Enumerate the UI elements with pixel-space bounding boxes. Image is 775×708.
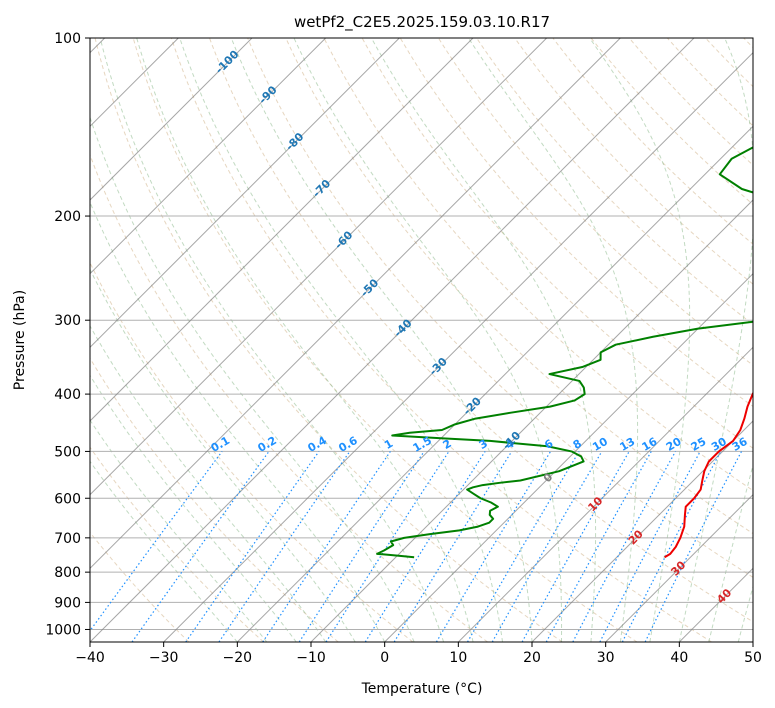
dry-adiabat	[552, 38, 753, 245]
dry-adiabat	[90, 357, 339, 642]
mixing-ratio-line	[491, 451, 603, 642]
isotherm	[90, 38, 327, 275]
y-tick-label: 300	[54, 313, 81, 329]
mixing-ratio-line	[325, 451, 450, 642]
mixing-ratio-line	[364, 451, 486, 642]
x-tick-label: −10	[296, 650, 326, 666]
chart-title: wetPf2_C2E5.2025.159.03.10.R17	[294, 13, 550, 32]
dry-adiabat	[514, 38, 753, 285]
mixing-ratio-line	[90, 451, 223, 632]
moist-adiabats	[90, 38, 753, 642]
moist-adiabat	[370, 38, 597, 642]
isotherm	[310, 199, 753, 642]
moist-adiabat	[230, 38, 533, 642]
isotherm	[457, 346, 753, 642]
x-tick-label: 40	[670, 650, 688, 666]
y-tick-label: 100	[54, 31, 81, 47]
isotherm	[90, 38, 621, 570]
dry-adiabat	[323, 38, 753, 492]
y-tick-label: 800	[54, 565, 81, 581]
moist-adiabat	[90, 324, 327, 642]
moist-adiabat	[90, 201, 386, 642]
y-tick-label: 400	[54, 387, 81, 403]
dry-adiabat	[628, 38, 753, 166]
isotherm	[90, 38, 253, 201]
dry-adiabat	[438, 38, 753, 366]
mixing-ratio-lines	[90, 451, 743, 642]
y-axis: 100 200 300 400 500 600 700 800 900 1000	[45, 31, 90, 638]
mixing-ratio-line	[572, 451, 677, 642]
x-tick-label: −40	[75, 650, 105, 666]
mixing-ratio-line	[435, 451, 552, 642]
moist-adiabat	[737, 584, 753, 642]
y-tick-label: 200	[54, 209, 81, 225]
x-tick-label: 0	[380, 650, 389, 666]
temperature-line	[664, 391, 753, 559]
x-tick-label: 20	[523, 650, 541, 666]
isotherm	[90, 38, 548, 496]
y-tick-label: 900	[54, 595, 81, 611]
isotherm	[605, 493, 753, 642]
moist-adiabat	[99, 38, 445, 642]
moist-adiabat	[589, 38, 691, 642]
moist-adiabat	[708, 463, 753, 642]
dry-adiabat	[90, 531, 190, 642]
x-tick-label: 50	[744, 650, 762, 666]
isotherm	[90, 38, 695, 642]
mixing-ratio-line	[545, 451, 652, 642]
moist-adiabat	[468, 38, 639, 642]
mixing-ratio-line	[218, 451, 351, 642]
y-tick-label: 600	[54, 491, 81, 507]
moist-adiabat	[90, 268, 356, 642]
y-axis-label: Pressure (hPa)	[12, 290, 28, 390]
isotherm	[384, 272, 753, 642]
dewpoint-line	[376, 146, 753, 559]
y-tick-label: 700	[54, 531, 81, 547]
mixing-ratio-line	[131, 451, 270, 642]
y-tick-label: 500	[54, 444, 81, 460]
x-tick-label: −20	[223, 650, 253, 666]
moist-adiabat	[678, 38, 753, 642]
isotherm	[531, 420, 753, 642]
moist-adiabat	[179, 38, 504, 642]
moist-adiabat	[136, 38, 474, 642]
isotherm	[163, 51, 753, 642]
x-axis: −40 −30 −20 −10 0 10 20 30 40 50	[75, 642, 762, 666]
skewed-isotherms	[90, 38, 753, 642]
sounding-profiles	[376, 146, 753, 559]
pressure-gridlines	[90, 38, 753, 630]
isotherm	[236, 125, 753, 642]
dry-adiabat	[247, 38, 753, 578]
plot-frame	[89, 37, 754, 643]
dry-adiabat	[90, 261, 414, 642]
dry-adiabat	[399, 38, 753, 408]
isotherm	[90, 38, 400, 349]
dry-adiabat	[94, 38, 563, 642]
dry-adiabat	[132, 38, 638, 642]
x-tick-label: 30	[597, 650, 615, 666]
dry-adiabat	[170, 38, 712, 642]
dry-adiabat	[90, 446, 264, 642]
x-axis-label: Temperature (°C)	[361, 681, 483, 697]
mixing-ratio-line	[521, 451, 630, 642]
x-tick-label: 10	[449, 650, 467, 666]
dry-adiabat	[590, 38, 753, 206]
mixing-ratio-line	[393, 451, 513, 642]
mixing-ratio-line	[466, 451, 580, 642]
isotherm	[90, 38, 474, 422]
x-tick-label: −30	[149, 650, 179, 666]
dry-adiabat	[90, 153, 488, 642]
moist-adiabat	[90, 115, 415, 642]
dry-adiabat	[285, 38, 753, 535]
y-tick-label: 1000	[45, 622, 81, 638]
moist-adiabat	[293, 38, 563, 642]
